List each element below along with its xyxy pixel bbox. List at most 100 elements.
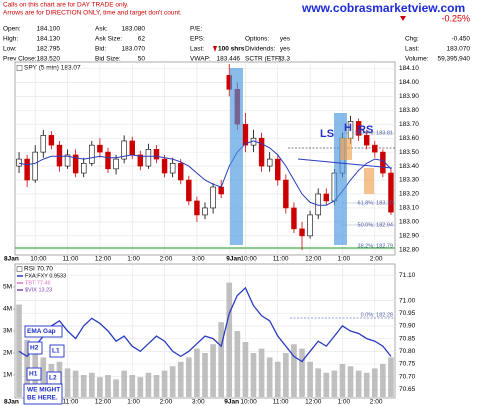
y2-tick-label: 2M [3, 350, 12, 357]
quote-label: EPS: [190, 36, 205, 43]
volume-bar [161, 370, 168, 397]
x-tick-label: 12:00 [95, 399, 112, 406]
quote-value: 183.520 [37, 56, 61, 63]
candle-body [16, 158, 22, 167]
x-tick-label: 10:00 [240, 256, 257, 263]
annotation-box [49, 344, 65, 358]
highlight [340, 138, 352, 160]
quote-value: 182.795 [37, 46, 61, 53]
volume-bar [380, 364, 386, 397]
quote-label: Options: [245, 36, 269, 43]
quote-value: yes [280, 36, 291, 43]
quote-label: VWAP: [190, 56, 211, 63]
x-tick-label: 11:00 [273, 399, 289, 406]
x-tick-label: 2:00 [160, 399, 173, 406]
candle-body [178, 162, 184, 181]
candle-body [202, 207, 208, 216]
quote-value: 183.080 [122, 26, 146, 33]
quote-value: 50 [138, 56, 146, 63]
y-tick-label: 183.40 [399, 163, 419, 170]
change-pct: -0.25% [441, 13, 470, 23]
quote-label: SCTR (ETF): [245, 56, 283, 63]
quote-label: Open: [3, 26, 21, 33]
chart-title: RSI 70.70 [24, 266, 53, 273]
volume-bar [129, 375, 136, 397]
candle-body [363, 135, 370, 146]
volume-bar [169, 366, 176, 397]
x-tick-label: 10:00 [30, 256, 47, 263]
volume-bar [299, 348, 305, 397]
y-tick-label: 183.70 [399, 121, 419, 128]
candle-body [32, 151, 38, 181]
annotation: 61.8%: 183.10 [358, 200, 393, 206]
annotation: H1 [29, 371, 38, 378]
candle-body [275, 158, 281, 181]
quote-label: Bid: [95, 46, 106, 53]
volume-bar [40, 357, 47, 397]
y-tick-label: 70.70 [399, 373, 416, 380]
volume-bar [371, 368, 378, 397]
volume-bar [347, 366, 354, 397]
x-tick-label: 12:00 [305, 256, 322, 263]
y-tick-label: 184.10 [399, 65, 419, 72]
candle-body [161, 158, 168, 174]
annotation: L2 [49, 375, 57, 382]
x-tick-label: 2:00 [160, 256, 173, 263]
x-tick-label: 8Jan [4, 256, 19, 263]
highlight [364, 168, 374, 194]
plots: SPY (5 min) 183.07 184.10184.00183.90183.… [3, 62, 419, 406]
volume-bar [266, 357, 273, 397]
x-tick-label: 10:00 [240, 399, 257, 406]
price-panel [14, 61, 396, 256]
y-tick-label: 183.60 [399, 135, 419, 142]
volume-bar [80, 375, 87, 397]
volume-bar [234, 331, 241, 397]
annotation: BE HERE. [27, 395, 58, 402]
candle-body [194, 200, 200, 216]
quote-label: Prev Close: [3, 56, 37, 63]
candle-body [291, 207, 297, 230]
title-icon [16, 65, 23, 71]
legend-entry: TBT 77.46 [25, 280, 51, 286]
x-tick-label: 8Jan [4, 399, 19, 406]
quote-value: 183.070 [122, 46, 146, 53]
candle-body [145, 149, 152, 167]
x-tick-label: 1:00 [337, 399, 350, 406]
quote-value: 62 [138, 36, 146, 43]
annotation: EMA Gap [27, 328, 56, 335]
quote-value: 183.446 [217, 56, 241, 63]
notice: Arrows are for DIRECTION ONLY, time and … [3, 10, 182, 17]
y-tick-label: 70.75 [399, 361, 416, 368]
volume-bar [315, 368, 322, 397]
annotation: LS [320, 128, 334, 140]
notice: Calls on this chart are for DAY TRADE on… [3, 2, 129, 9]
quote-value: 100 shrs [218, 46, 245, 53]
y-tick-label: 70.65 [399, 386, 416, 393]
candle-body [97, 144, 103, 153]
down-arrow [400, 16, 406, 21]
y-tick-label: 70.90 [399, 323, 416, 330]
annotation: 0.0%: 182.28 [361, 312, 393, 318]
volume-bar [210, 344, 216, 397]
annotation: RS [358, 124, 373, 136]
volume-bar [283, 353, 289, 397]
quote-label: Ask: [95, 26, 108, 33]
volume-bar [113, 379, 119, 397]
quote-label: P/E: [190, 26, 202, 33]
volume-bar [177, 361, 184, 397]
quote-label: Bid Size: [95, 56, 121, 63]
y-tick-label: 183.90 [399, 93, 419, 100]
annotation: L1 [52, 348, 60, 355]
volume-bar [258, 348, 265, 397]
y-tick-label: 183.10 [399, 205, 419, 212]
candle-body [186, 179, 192, 202]
candle-body [210, 186, 216, 209]
annotation: 38.2%: 182.79 [358, 243, 393, 249]
quote-value: 184.100 [37, 26, 61, 33]
candle-body [299, 228, 305, 237]
annotation-box [27, 341, 43, 355]
volume-bar [323, 372, 330, 397]
quote-label: Volume: [405, 56, 429, 63]
candle-body [64, 154, 71, 167]
